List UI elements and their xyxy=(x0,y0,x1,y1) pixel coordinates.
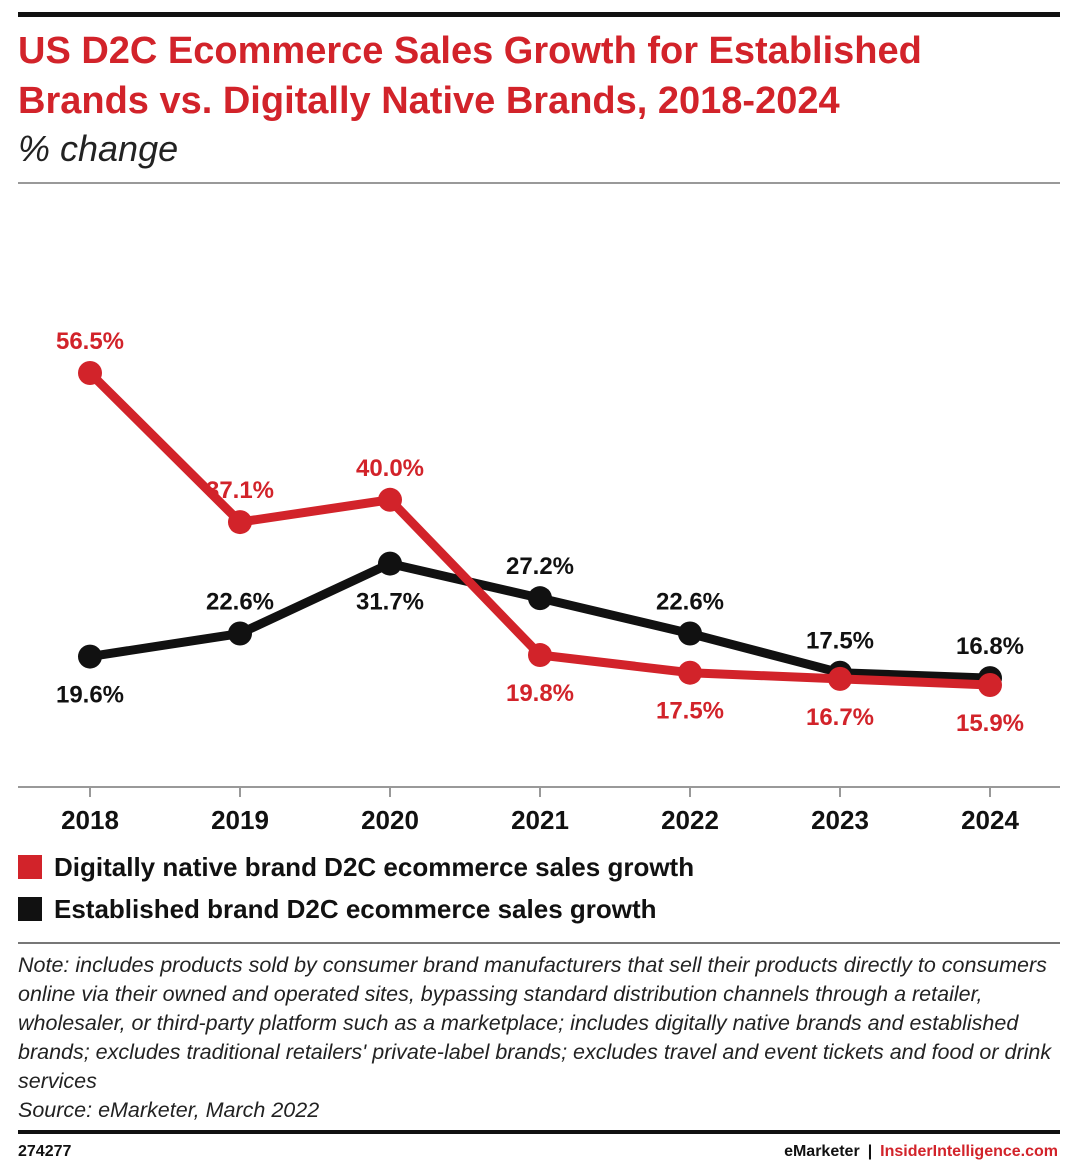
legend-item-digital: Digitally native brand D2C ecommerce sal… xyxy=(18,846,694,888)
chart-title: US D2C Ecommerce Sales Growth for Establ… xyxy=(18,30,922,122)
emarketer-logo-text: eMarketer xyxy=(784,1143,860,1160)
data-point-digital xyxy=(78,361,102,385)
data-point-digital xyxy=(228,510,252,535)
bottom-rule xyxy=(18,1130,1060,1134)
data-label-digital: 17.5% xyxy=(656,698,724,725)
x-tick-label: 2024 xyxy=(961,805,1019,835)
subtitle-rule xyxy=(18,182,1060,184)
data-point-digital xyxy=(678,660,702,685)
data-label-digital: 56.5% xyxy=(56,328,124,355)
legend-swatch-established xyxy=(18,897,42,921)
x-tick-label: 2022 xyxy=(661,805,719,835)
line-chart: 2018 2019 2020 2021 2022 2023 2024 56.5% 37.1% 40… xyxy=(18,328,1060,835)
data-label-established: 22.6% xyxy=(206,589,274,616)
legend-item-established: Established brand D2C ecommerce sales gr… xyxy=(18,888,694,930)
data-point-digital xyxy=(828,666,852,691)
source-text: Source: eMarketer, March 2022 xyxy=(18,1098,320,1122)
data-point-established xyxy=(228,621,252,646)
data-label-digital: 37.1% xyxy=(206,477,274,504)
data-point-established xyxy=(378,551,402,576)
data-label-digital: 40.0% xyxy=(356,455,424,482)
x-tick-label: 2023 xyxy=(811,805,869,835)
x-tick-label: 2021 xyxy=(511,805,569,835)
data-point-established xyxy=(528,586,552,611)
data-point-established xyxy=(78,644,102,669)
data-point-digital xyxy=(378,487,402,512)
x-tick-label: 2020 xyxy=(361,805,419,835)
footer-brand: eMarketer | InsiderIntelligence.com xyxy=(784,1143,1058,1161)
insider-intelligence-link[interactable]: InsiderIntelligence.com xyxy=(880,1143,1058,1160)
data-label-digital: 15.9% xyxy=(956,710,1024,737)
x-tick-label: 2018 xyxy=(61,805,119,835)
data-label-established: 19.6% xyxy=(56,682,124,709)
note-block: Note: includes products sold by consumer… xyxy=(18,951,1058,1125)
data-label-established: 17.5% xyxy=(806,628,874,655)
data-label-established: 16.8% xyxy=(956,633,1024,660)
legend: Digitally native brand D2C ecommerce sal… xyxy=(18,846,694,930)
data-label-established: 22.6% xyxy=(656,589,724,616)
data-label-digital: 19.8% xyxy=(506,680,574,707)
data-point-digital xyxy=(978,673,1002,697)
data-label-established: 31.7% xyxy=(356,589,424,616)
data-label-established: 27.2% xyxy=(506,553,574,580)
legend-label-established: Established brand D2C ecommerce sales gr… xyxy=(54,893,657,924)
data-point-digital xyxy=(528,643,552,668)
footer-separator: | xyxy=(867,1143,873,1160)
chart-subtitle: % change xyxy=(18,128,179,169)
legend-swatch-digital xyxy=(18,855,42,879)
top-rule xyxy=(18,12,1060,17)
x-tick-label: 2019 xyxy=(211,805,269,835)
data-label-digital: 16.7% xyxy=(806,704,874,731)
note-text: Note: includes products sold by consumer… xyxy=(18,953,1052,1093)
data-point-established xyxy=(678,621,702,646)
legend-label-digital: Digitally native brand D2C ecommerce sal… xyxy=(54,851,695,882)
note-rule xyxy=(18,942,1060,944)
chart-id: 274277 xyxy=(18,1143,72,1160)
